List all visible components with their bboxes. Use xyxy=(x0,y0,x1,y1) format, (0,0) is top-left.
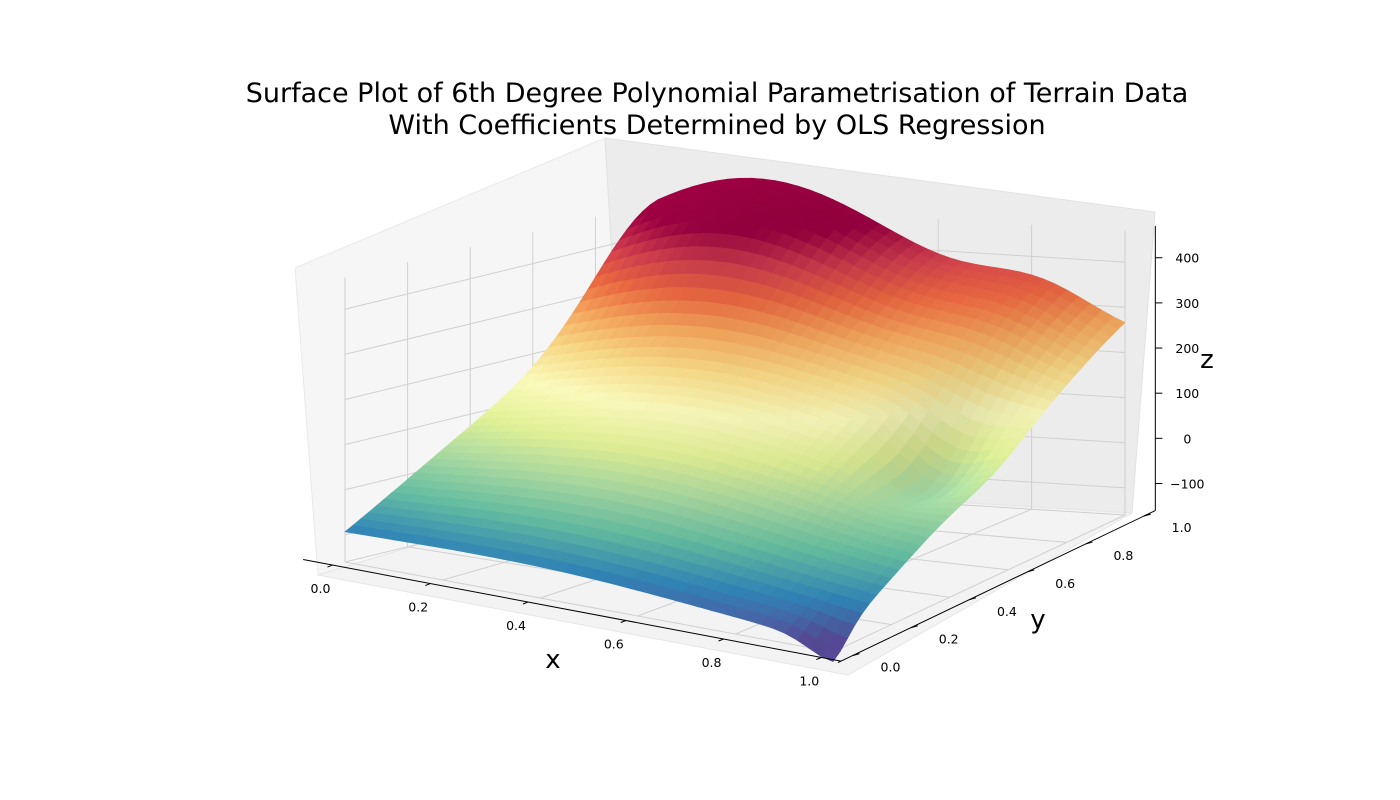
y-tick-mark xyxy=(852,653,860,657)
x-tick-mark xyxy=(816,657,822,660)
x-tick-label: 0.6 xyxy=(604,637,624,652)
x-tick-mark xyxy=(522,601,529,605)
z-tick-label: 400 xyxy=(1175,251,1199,266)
z-tick-label: −100 xyxy=(1170,476,1204,491)
y-axis-label: y xyxy=(1030,605,1045,635)
chart-title: Surface Plot of 6th Degree Polynomial Pa… xyxy=(0,78,1400,142)
x-axis-label: x xyxy=(545,645,560,675)
y-tick-label: 0.8 xyxy=(1113,548,1133,563)
x-tick-label: 0.8 xyxy=(702,655,722,670)
x-tick-mark xyxy=(425,583,431,586)
x-tick-mark xyxy=(718,638,724,642)
z-tick-label: 300 xyxy=(1175,296,1199,311)
axis-lines xyxy=(303,226,1156,664)
x-tick-label: 0.4 xyxy=(506,618,526,633)
x-tick-mark xyxy=(327,564,333,568)
y-tick-label: 1.0 xyxy=(1172,520,1192,535)
z-axis-label: z xyxy=(1200,345,1214,375)
y-tick-mark xyxy=(1085,541,1093,545)
z-tick-label: 100 xyxy=(1175,386,1199,401)
y-tick-label: 0.0 xyxy=(881,660,901,675)
y-axis-line xyxy=(837,510,1156,664)
y-tick-mark xyxy=(1143,513,1151,517)
surface-mesh xyxy=(344,177,1126,662)
z-tick-label: 200 xyxy=(1175,341,1199,356)
y-tick-mark xyxy=(910,625,918,629)
y-tick-label: 0.4 xyxy=(997,604,1017,619)
grid-line xyxy=(344,561,834,653)
y-tick-mark xyxy=(1027,569,1035,573)
grid-line xyxy=(832,514,1126,653)
surface-facet xyxy=(344,525,366,535)
x-tick-label: 0.2 xyxy=(408,600,428,615)
y-tick-mark xyxy=(968,597,977,601)
y-tick-label: 0.6 xyxy=(1055,576,1075,591)
z-tick-label: 0 xyxy=(1183,431,1191,446)
tick-labels: 0.0 0.2 0.4 0.6 0.8 1.0 0.0 0.2 0.4 0.6 0.8 1.0 −100… xyxy=(311,251,1205,689)
y-tick-label: 0.2 xyxy=(939,632,959,647)
grid-line xyxy=(344,232,659,310)
x-axis-line xyxy=(303,559,841,662)
chart-title-line-2: With Coefficients Determined by OLS Regr… xyxy=(388,110,1046,141)
chart-title-line-1: Surface Plot of 6th Degree Polynomial Pa… xyxy=(245,78,1189,109)
x-tick-label: 1.0 xyxy=(799,673,819,688)
x-tick-mark xyxy=(620,620,626,623)
x-tick-label: 0.0 xyxy=(311,581,331,596)
